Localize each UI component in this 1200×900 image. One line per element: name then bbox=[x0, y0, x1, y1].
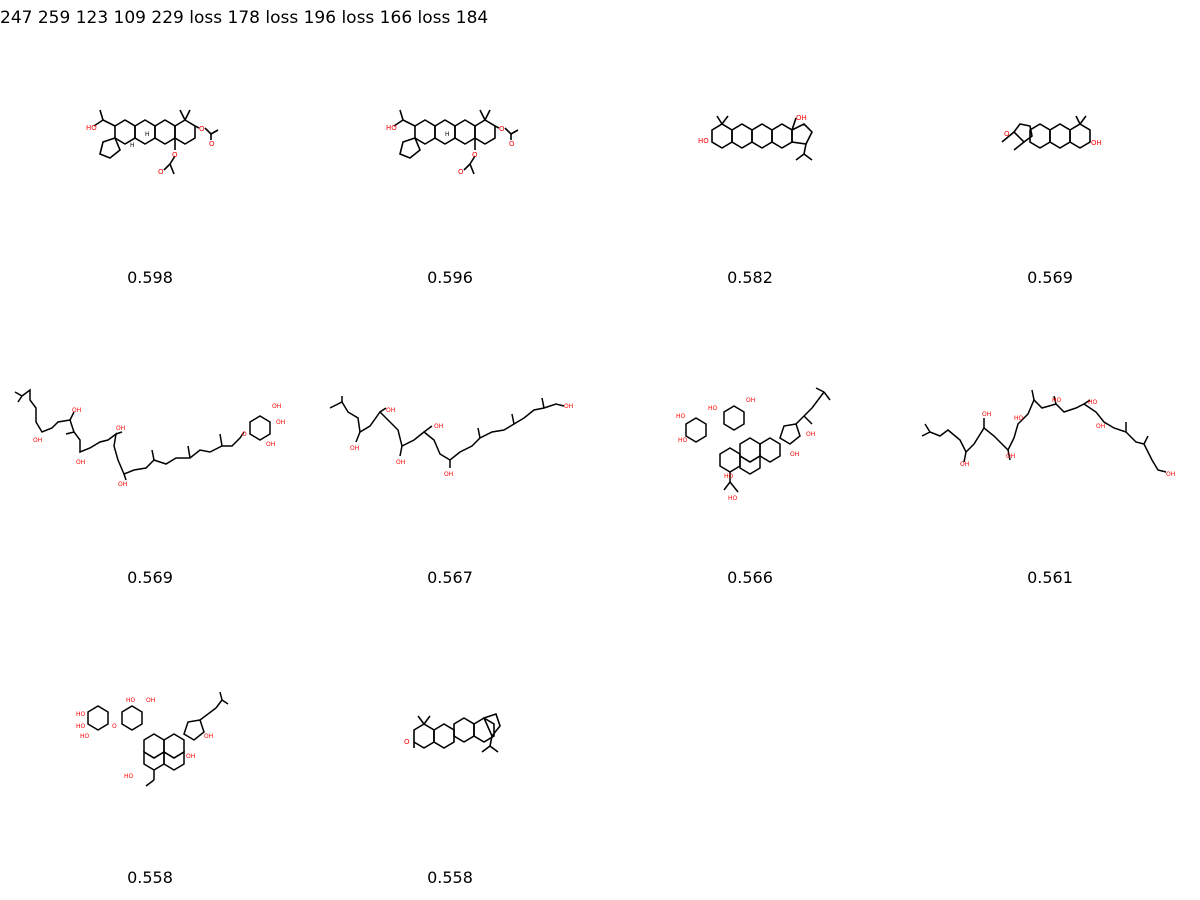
hydroxyl-label: OH bbox=[204, 733, 213, 740]
hydroxyl-label: OH bbox=[982, 411, 991, 418]
hydroxyl-label: HO bbox=[1088, 399, 1098, 406]
hydroxyl-label: OH bbox=[186, 753, 195, 760]
hydroxyl-label: HO bbox=[1014, 415, 1024, 422]
hydroxyl-label: HO bbox=[76, 723, 86, 730]
hydroxyl-label: HO bbox=[86, 124, 97, 132]
molecule-structure-1: HO O O O O H H bbox=[86, 109, 219, 176]
similarity-score: 0.569 bbox=[127, 568, 173, 587]
oxygen-label: O bbox=[158, 168, 164, 176]
hydroxyl-label: HO bbox=[678, 437, 688, 444]
hydroxyl-label: OH bbox=[1006, 453, 1015, 460]
oxygen-label: O bbox=[472, 151, 478, 159]
molecule-cell-8: OH OH OH HO HO HO OH OH 0.561 bbox=[900, 300, 1200, 600]
hydroxyl-label: HO bbox=[76, 711, 86, 718]
molecule-cell-10: O 0.558 bbox=[300, 600, 600, 900]
molecule-cell-2: HO O O O O H 0.596 bbox=[300, 0, 600, 300]
similarity-score: 0.569 bbox=[1027, 268, 1073, 287]
molecule-structure-4: O OH bbox=[1001, 115, 1102, 151]
hydroxyl-label: OH bbox=[960, 461, 969, 468]
molecule-cell-1: HO O O O O H H 0.598 bbox=[0, 0, 300, 300]
molecule-cell-7: HO HO HO OH OH OH HO HO 0.566 bbox=[600, 300, 900, 600]
molecule-structure-8: OH OH OH HO HO HO OH OH bbox=[921, 389, 1175, 478]
molecule-structure-5: OH OH OH OH OH O OH OH OH bbox=[14, 388, 285, 488]
oxygen-label: O bbox=[112, 723, 117, 730]
hydroxyl-label: OH bbox=[1096, 423, 1105, 430]
molecule-structure-7: HO HO HO OH OH OH HO HO bbox=[676, 387, 831, 502]
oxygen-label: O bbox=[242, 431, 247, 438]
oxygen-label: O bbox=[199, 125, 205, 133]
hydroxyl-label: HO bbox=[126, 697, 136, 704]
molecule-cell-6: OH OH OH OH OH OH 0.567 bbox=[300, 300, 600, 600]
hydroxyl-label: OH bbox=[276, 419, 285, 426]
hydroxyl-label: OH bbox=[33, 437, 42, 444]
hydroxyl-label: HO bbox=[124, 773, 134, 780]
similarity-score: 0.561 bbox=[1027, 568, 1073, 587]
molecule-cell-9: HO HO HO O HO OH OH OH HO 0.558 bbox=[0, 600, 300, 900]
similarity-score: 0.596 bbox=[427, 268, 473, 287]
molecule-structure-3: HO OH bbox=[698, 114, 813, 161]
similarity-score: 0.567 bbox=[427, 568, 473, 587]
hydroxyl-label: HO bbox=[728, 495, 738, 502]
hydroxyl-label: HO bbox=[386, 124, 397, 132]
oxygen-label: O bbox=[509, 140, 515, 148]
similarity-score: 0.582 bbox=[727, 268, 773, 287]
similarity-score: 0.558 bbox=[127, 868, 173, 887]
hydroxyl-label: HO bbox=[1052, 397, 1062, 404]
molecule-structure-6: OH OH OH OH OH OH bbox=[329, 396, 573, 478]
molecule-cell-5: OH OH OH OH OH O OH OH OH 0.569 bbox=[0, 300, 300, 600]
hydroxyl-label: OH bbox=[564, 403, 573, 410]
hydroxyl-label: OH bbox=[272, 403, 281, 410]
molecule-structure-10: O bbox=[404, 712, 501, 753]
oxygen-label: O bbox=[458, 168, 464, 176]
hydroxyl-label: OH bbox=[444, 471, 453, 478]
hydrogen-label: H bbox=[445, 131, 450, 138]
hydroxyl-label: OH bbox=[1166, 471, 1175, 478]
hydrogen-label: H bbox=[145, 131, 150, 138]
hydroxyl-label: OH bbox=[72, 407, 81, 414]
similarity-score: 0.598 bbox=[127, 268, 173, 287]
hydroxyl-label: OH bbox=[1091, 139, 1102, 147]
hydroxyl-label: HO bbox=[80, 733, 90, 740]
oxygen-label: O bbox=[499, 125, 505, 133]
hydroxyl-label: OH bbox=[118, 481, 127, 488]
hydroxyl-label: OH bbox=[76, 459, 85, 466]
hydroxyl-label: OH bbox=[790, 451, 799, 458]
hydroxyl-label: HO bbox=[698, 137, 709, 145]
hydroxyl-label: OH bbox=[350, 445, 359, 452]
hydroxyl-label: OH bbox=[434, 423, 443, 430]
molecule-structure-2: HO O O O O H bbox=[386, 109, 519, 176]
hydroxyl-label: OH bbox=[146, 697, 155, 704]
hydroxyl-label: HO bbox=[676, 413, 686, 420]
molecule-structure-9: HO HO HO O HO OH OH OH HO bbox=[76, 691, 229, 787]
hydroxyl-label: OH bbox=[806, 431, 815, 438]
hydroxyl-label: OH bbox=[386, 407, 395, 414]
oxygen-label: O bbox=[209, 140, 215, 148]
figure-header: 247 259 123 109 229 loss 178 loss 196 lo… bbox=[0, 8, 489, 28]
oxygen-label: O bbox=[172, 151, 178, 159]
oxygen-label: O bbox=[404, 738, 410, 746]
hydroxyl-label: HO bbox=[708, 405, 718, 412]
hydroxyl-label: OH bbox=[116, 425, 125, 432]
similarity-score: 0.566 bbox=[727, 568, 773, 587]
oxygen-label: O bbox=[1004, 130, 1010, 138]
molecule-cell-4: O OH 0.569 bbox=[900, 0, 1200, 300]
hydroxyl-label: OH bbox=[796, 114, 807, 122]
hydroxyl-label: OH bbox=[746, 397, 755, 404]
similarity-score: 0.558 bbox=[427, 868, 473, 887]
hydroxyl-label: HO bbox=[724, 473, 734, 480]
molecule-cell-3: HO OH 0.582 bbox=[600, 0, 900, 300]
hydroxyl-label: OH bbox=[396, 459, 405, 466]
hydrogen-label: H bbox=[130, 142, 135, 149]
hydroxyl-label: OH bbox=[266, 441, 275, 448]
